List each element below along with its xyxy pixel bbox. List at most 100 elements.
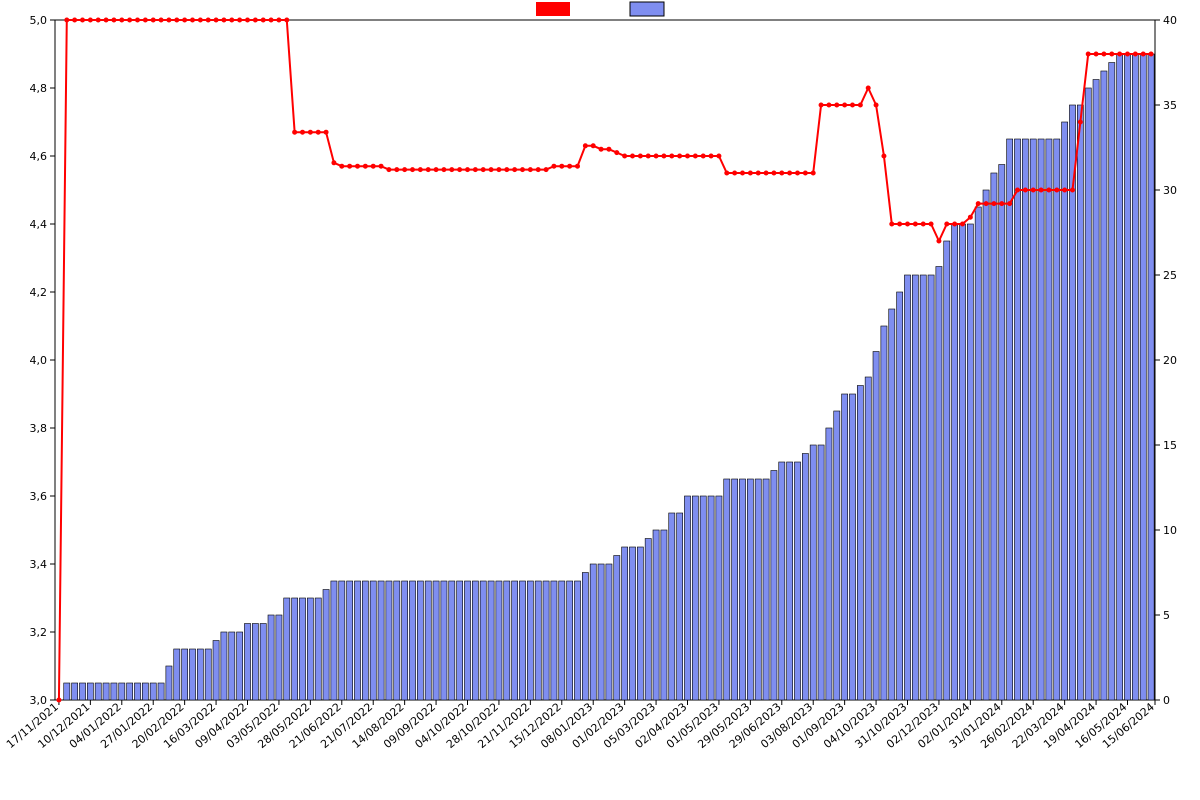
line-marker (301, 130, 305, 134)
left-axis-tick-label: 4,4 (30, 218, 48, 231)
bar (794, 462, 800, 700)
line-marker (874, 103, 878, 107)
bar (661, 530, 667, 700)
bar (692, 496, 698, 700)
line-marker (1016, 188, 1020, 192)
left-axis-tick-label: 5,0 (30, 14, 48, 27)
line-marker (811, 171, 815, 175)
bar (1093, 80, 1099, 701)
line-marker (191, 18, 195, 22)
left-axis-tick-label: 4,8 (30, 82, 48, 95)
bar (629, 547, 635, 700)
line-marker (434, 168, 438, 172)
bar (519, 581, 525, 700)
line-marker (796, 171, 800, 175)
line-marker (623, 154, 627, 158)
line-marker (607, 147, 611, 151)
bar (1007, 139, 1013, 700)
bar (944, 241, 950, 700)
bar (763, 479, 769, 700)
left-axis-tick-label: 4,6 (30, 150, 48, 163)
line-marker (1055, 188, 1059, 192)
bar (512, 581, 518, 700)
line-marker (670, 154, 674, 158)
bar (166, 666, 172, 700)
bar (142, 683, 148, 700)
bar (889, 309, 895, 700)
bar (991, 173, 997, 700)
line-marker (293, 130, 297, 134)
bar (567, 581, 573, 700)
legend-swatch-line (536, 2, 570, 16)
line-marker (269, 18, 273, 22)
line-marker (1063, 188, 1067, 192)
line-marker (701, 154, 705, 158)
right-axis-tick-label: 40 (1163, 14, 1177, 27)
right-axis-tick-label: 35 (1163, 99, 1177, 112)
bar (402, 581, 408, 700)
bar (299, 598, 305, 700)
line-marker (371, 164, 375, 168)
bar (292, 598, 298, 700)
bar (543, 581, 549, 700)
bar (339, 581, 345, 700)
line-marker (88, 18, 92, 22)
line-marker (1071, 188, 1075, 192)
bar (677, 513, 683, 700)
line-marker (120, 18, 124, 22)
line-marker (1047, 188, 1051, 192)
bar (1140, 54, 1146, 700)
line-marker (81, 18, 85, 22)
line-marker (1126, 52, 1130, 56)
bar (417, 581, 423, 700)
line-marker (1023, 188, 1027, 192)
line-marker (136, 18, 140, 22)
line-marker (961, 222, 965, 226)
line-marker (206, 18, 210, 22)
line-marker (953, 222, 957, 226)
bar (488, 581, 494, 700)
bar (221, 632, 227, 700)
line-marker (426, 168, 430, 172)
bar (1085, 88, 1091, 700)
line-marker (968, 215, 972, 219)
bar (1022, 139, 1028, 700)
line-marker (709, 154, 713, 158)
bar (268, 615, 274, 700)
bar (983, 190, 989, 700)
bar (873, 352, 879, 701)
line-marker (387, 168, 391, 172)
line-marker (693, 154, 697, 158)
line-marker (835, 103, 839, 107)
line-marker (937, 239, 941, 243)
line-marker (183, 18, 187, 22)
line-marker (418, 168, 422, 172)
line-marker (57, 698, 61, 702)
bar (708, 496, 714, 700)
bar (881, 326, 887, 700)
bar (1148, 54, 1154, 700)
bar (849, 394, 855, 700)
bar (527, 581, 533, 700)
line-marker (898, 222, 902, 226)
line-marker (96, 18, 100, 22)
line-marker (513, 168, 517, 172)
line-marker (466, 168, 470, 172)
line-marker (646, 154, 650, 158)
bar (307, 598, 313, 700)
line-marker (780, 171, 784, 175)
bar (959, 224, 965, 700)
line-marker (112, 18, 116, 22)
line-marker (544, 168, 548, 172)
bar (559, 581, 565, 700)
bar (111, 683, 117, 700)
line-marker (992, 202, 996, 206)
bar (1117, 54, 1123, 700)
bar (1101, 71, 1107, 700)
line-marker (340, 164, 344, 168)
bar (810, 445, 816, 700)
bar (779, 462, 785, 700)
line-marker (717, 154, 721, 158)
line-marker (803, 171, 807, 175)
line-marker (175, 18, 179, 22)
